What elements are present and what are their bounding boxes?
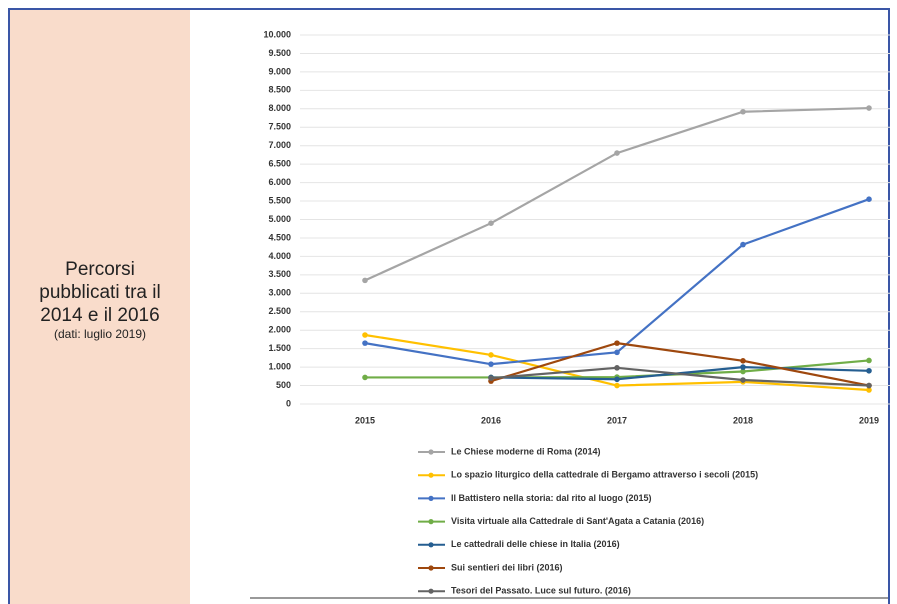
point bbox=[866, 196, 872, 203]
legend-label: Lo spazio liturgico della cattedrale di … bbox=[451, 470, 758, 480]
point bbox=[866, 105, 872, 111]
series-line bbox=[490, 341, 870, 387]
panel-line: pubblicati tra il bbox=[39, 282, 161, 303]
x-tick-label: 2015 bbox=[355, 415, 375, 425]
y-tick-label: 3.000 bbox=[268, 288, 291, 298]
point bbox=[866, 382, 872, 389]
series-line bbox=[364, 198, 870, 366]
point bbox=[614, 376, 620, 383]
point bbox=[866, 367, 872, 374]
series-line bbox=[364, 106, 870, 282]
point bbox=[740, 368, 746, 375]
top-border bbox=[8, 8, 890, 10]
point bbox=[488, 361, 494, 367]
point bbox=[614, 349, 620, 356]
y-tick-label: 8.000 bbox=[268, 103, 291, 113]
legend-label: Le Chiese moderne di Roma (2014) bbox=[451, 446, 601, 456]
legend-label: Il Battistero nella storia: dal rito al … bbox=[451, 493, 652, 503]
legend-marker bbox=[428, 565, 434, 571]
point bbox=[614, 382, 620, 389]
y-tick-label: 5.000 bbox=[268, 214, 291, 224]
x-tick-label: 2019 bbox=[859, 415, 879, 425]
y-tick-label: 2.000 bbox=[268, 325, 291, 335]
point bbox=[362, 332, 368, 338]
series-line bbox=[490, 366, 870, 387]
y-tick-label: 500 bbox=[276, 380, 291, 390]
legend-label: Le cattedrali delle chiese in Italia (20… bbox=[451, 539, 620, 549]
legend-marker bbox=[428, 472, 434, 478]
y-tick-label: 2.500 bbox=[268, 306, 291, 316]
y-tick-label: 3.500 bbox=[268, 269, 291, 279]
panel-text: Percorsi pubblicati tra il 2014 e il 201… bbox=[10, 258, 190, 342]
legend-label: Sui sentieri dei libri (2016) bbox=[451, 562, 563, 572]
y-tick-label: 6.000 bbox=[268, 177, 291, 187]
panel-line: Percorsi bbox=[65, 259, 135, 280]
y-tick-label: 7.500 bbox=[268, 122, 291, 132]
y-tick-label: 0 bbox=[286, 398, 291, 408]
y-tick-label: 8.500 bbox=[268, 85, 291, 95]
panel-line: 2014 e il 2016 bbox=[40, 305, 160, 326]
y-tick-label: 6.500 bbox=[268, 159, 291, 169]
y-tick-label: 7.000 bbox=[268, 140, 291, 150]
point bbox=[866, 357, 872, 364]
right-border bbox=[888, 8, 890, 604]
y-tick-label: 10.000 bbox=[263, 29, 291, 39]
point bbox=[614, 150, 620, 156]
point bbox=[362, 340, 368, 346]
point bbox=[740, 358, 746, 364]
y-tick-label: 4.000 bbox=[268, 251, 291, 261]
point bbox=[362, 374, 368, 381]
y-tick-label: 1.000 bbox=[268, 361, 291, 371]
x-tick-label: 2016 bbox=[481, 415, 501, 425]
x-tick-label: 2017 bbox=[607, 415, 627, 425]
point bbox=[614, 340, 620, 346]
point bbox=[740, 108, 746, 115]
point bbox=[866, 387, 872, 393]
panel-note: (dati: luglio 2019) bbox=[53, 327, 147, 341]
y-tick-label: 4.500 bbox=[268, 232, 291, 242]
point bbox=[740, 364, 746, 370]
legend-marker bbox=[428, 542, 434, 548]
legend-marker bbox=[428, 449, 434, 455]
x-tick-label: 2018 bbox=[733, 415, 753, 425]
point bbox=[488, 352, 494, 358]
y-tick-label: 1.500 bbox=[268, 343, 291, 353]
point bbox=[362, 277, 368, 284]
legend-label: Visita virtuale alla Cattedrale di Sant'… bbox=[451, 516, 704, 526]
point bbox=[488, 220, 494, 226]
side-panel: Percorsi pubblicati tra il 2014 e il 201… bbox=[8, 10, 190, 604]
legend-label: Tesori del Passato. Luce sul futuro. (20… bbox=[451, 586, 631, 596]
y-tick-label: 9.000 bbox=[268, 66, 291, 76]
y-tick-label: 9.500 bbox=[268, 48, 291, 58]
legend-marker bbox=[428, 519, 434, 525]
point bbox=[488, 375, 494, 381]
y-tick-label: 5.500 bbox=[268, 195, 291, 205]
point bbox=[740, 377, 746, 383]
legend-marker bbox=[428, 588, 434, 594]
point bbox=[614, 365, 620, 371]
point bbox=[740, 241, 746, 248]
legend-marker bbox=[428, 495, 434, 501]
